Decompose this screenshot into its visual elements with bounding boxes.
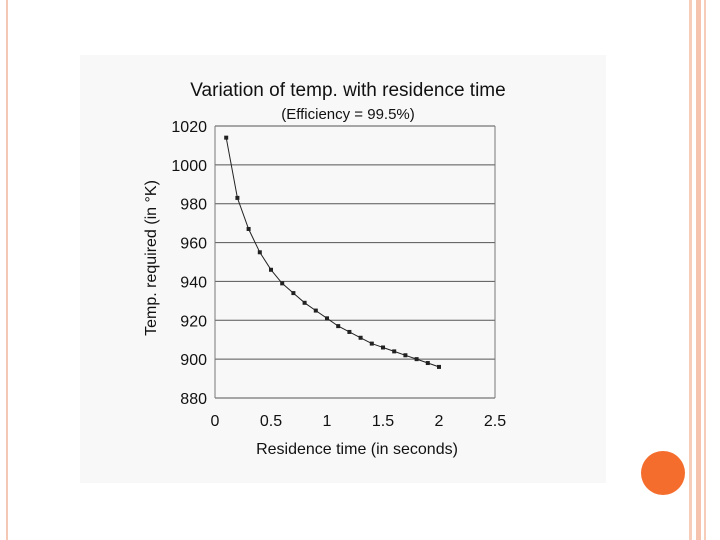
y-tick-label: 880 xyxy=(180,391,207,408)
plot-series xyxy=(224,135,441,369)
data-point xyxy=(224,135,229,140)
y-tick-labels: 880 900 920 940 960 980 1000 1020 xyxy=(171,119,207,408)
left-border-line xyxy=(6,0,8,540)
y-tick-label: 900 xyxy=(180,352,207,369)
x-tick-label: 1 xyxy=(323,413,332,430)
y-tick-label: 920 xyxy=(180,313,207,330)
x-tick-label: 2 xyxy=(435,413,444,430)
data-point xyxy=(425,361,430,366)
data-point xyxy=(369,341,374,346)
data-point xyxy=(257,250,262,255)
y-tick-label: 1000 xyxy=(171,158,207,175)
data-point xyxy=(358,335,363,340)
data-point xyxy=(437,364,441,369)
x-tick-labels: 0 0.5 1 1.5 2 2.5 xyxy=(211,413,507,430)
chart-title: Variation of temp. with residence time xyxy=(190,80,505,101)
y-tick-label: 980 xyxy=(180,197,207,214)
right-border-band xyxy=(696,0,701,540)
x-tick-label: 2.5 xyxy=(484,413,506,430)
data-point xyxy=(302,300,307,305)
data-point xyxy=(291,291,296,296)
data-point xyxy=(235,195,240,200)
data-point xyxy=(347,329,352,334)
right-border-line-outer xyxy=(704,0,706,540)
data-point xyxy=(313,308,318,313)
data-point xyxy=(414,357,419,362)
x-tick-label: 0.5 xyxy=(260,413,282,430)
data-point xyxy=(336,324,341,329)
data-point xyxy=(392,349,397,354)
data-point xyxy=(403,353,408,358)
data-point xyxy=(246,226,251,231)
data-point xyxy=(381,345,385,350)
x-tick-label: 0 xyxy=(211,413,220,430)
data-point xyxy=(269,267,273,272)
y-axis-label: Temp. required (in °K) xyxy=(143,180,160,336)
y-tick-label: 1020 xyxy=(171,119,207,136)
y-tick-label: 960 xyxy=(180,236,207,253)
slide-accent-circle xyxy=(641,451,685,495)
y-tick-label: 940 xyxy=(180,274,207,291)
gridlines xyxy=(214,125,496,399)
right-border-line xyxy=(689,0,692,540)
temperature-chart: Variation of temp. with residence time (… xyxy=(143,80,507,458)
data-point xyxy=(280,281,285,286)
x-axis-label: Residence time (in seconds) xyxy=(256,441,458,458)
chart-subtitle: (Efficiency = 99.5%) xyxy=(281,106,415,123)
x-tick-label: 1.5 xyxy=(372,413,394,430)
data-point xyxy=(325,316,329,321)
